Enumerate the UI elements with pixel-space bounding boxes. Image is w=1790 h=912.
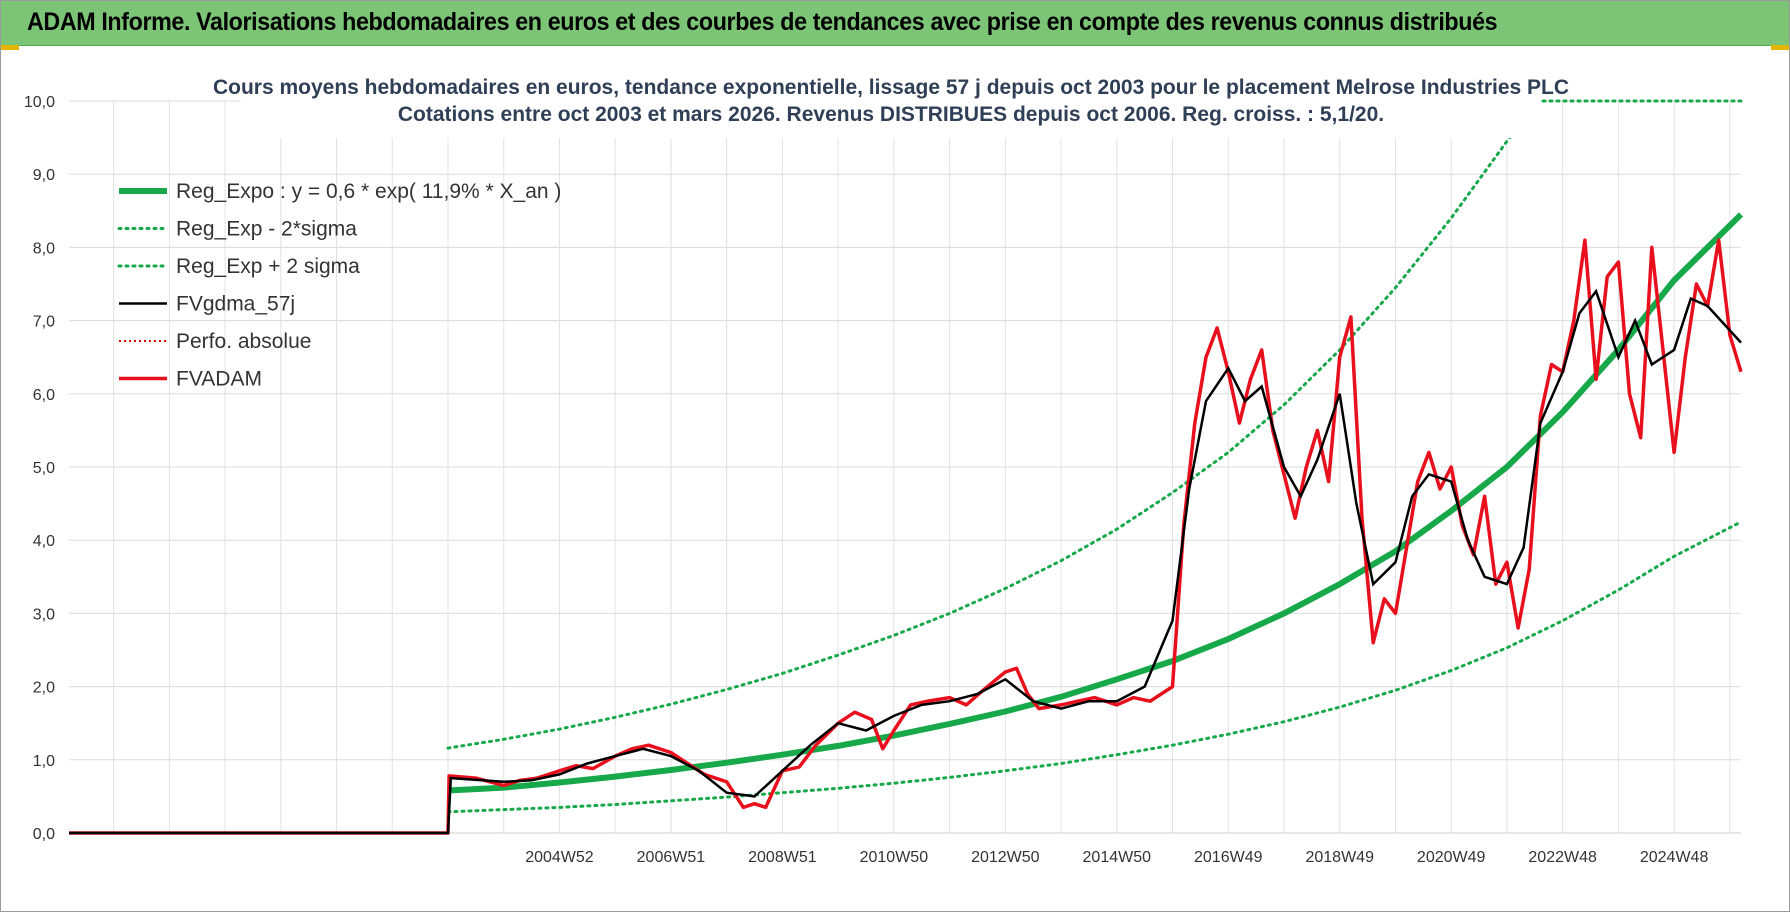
- corner-marker: [1771, 45, 1789, 50]
- x-tick-label: 2004W52: [525, 849, 594, 866]
- x-tick-label: 2008W51: [748, 849, 817, 866]
- series-line-sigma_low: [446, 520, 1743, 814]
- x-tick-label: 2014W50: [1083, 849, 1152, 866]
- y-tick-label: 4,0: [33, 533, 55, 550]
- y-tick-label: 2,0: [33, 680, 55, 697]
- x-tick-label: 2024W48: [1640, 849, 1709, 866]
- series-line-sigma_high: [446, 106, 1534, 750]
- legend-label-sigma_high: Reg_Exp + 2 sigma: [176, 255, 360, 278]
- x-tick-label: 2022W48: [1528, 849, 1597, 866]
- series-line-reg_expo: [447, 212, 1744, 794]
- y-tick-label: 5,0: [33, 460, 55, 477]
- y-tick-label: 0,0: [33, 826, 55, 843]
- legend: Reg_Expo : y = 0,6 * exp( 11,9% * X_an )…: [117, 180, 561, 391]
- y-tick-label: 1,0: [33, 753, 55, 770]
- series-line-fvadam: [69, 238, 1743, 835]
- x-axis-ticks: 2004W52 2006W51 2008W51 2010W50 2012W50 2014W…: [525, 849, 1708, 866]
- x-tick-label: 2020W49: [1417, 849, 1486, 866]
- series-line-fvgdma: [69, 288, 1742, 835]
- title-background: [241, 76, 1541, 138]
- legend-label-fvadam: FVADAM: [176, 368, 262, 391]
- chart-title-line2: Cotations entre oct 2003 et mars 2026. R…: [398, 103, 1384, 126]
- grid-lines: [69, 100, 1741, 834]
- x-tick-label: 2018W49: [1305, 849, 1374, 866]
- y-tick-label: 6,0: [33, 387, 55, 404]
- x-tick-label: 2006W51: [637, 849, 706, 866]
- y-tick-label: 8,0: [33, 240, 55, 257]
- chart-title-line1: Cours moyens hebdomadaires en euros, ten…: [213, 76, 1569, 99]
- x-tick-label: 2010W50: [860, 849, 929, 866]
- y-axis-ticks: 0,0 1,0 2,0 3,0 4,0 5,0 6,0 7,0 8,0 9,0 10,0: [24, 94, 55, 843]
- legend-label-fvgdma: FVgdma_57j: [176, 293, 295, 316]
- report-title: ADAM Informe. Valorisations hebdomadaire…: [27, 8, 1498, 36]
- y-tick-label: 10,0: [24, 94, 55, 111]
- legend-label-perfo: Perfo. absolue: [176, 330, 311, 353]
- y-tick-label: 3,0: [33, 606, 55, 623]
- x-tick-label: 2012W50: [971, 849, 1040, 866]
- corner-marker: [1, 45, 19, 50]
- y-tick-label: 9,0: [33, 167, 55, 184]
- series-lines: [69, 99, 1744, 835]
- legend-label-reg_expo: Reg_Expo : y = 0,6 * exp( 11,9% * X_an ): [176, 180, 561, 203]
- line-chart: 0,0 1,0 2,0 3,0 4,0 5,0 6,0 7,0 8,0 9,0 10,0 2004W…: [24, 76, 1744, 866]
- legend-label-sigma_low: Reg_Exp - 2*sigma: [176, 218, 357, 241]
- x-tick-label: 2016W49: [1194, 849, 1263, 866]
- header-bar: ADAM Informe. Valorisations hebdomadaire…: [1, 1, 1789, 46]
- y-tick-label: 7,0: [33, 314, 55, 331]
